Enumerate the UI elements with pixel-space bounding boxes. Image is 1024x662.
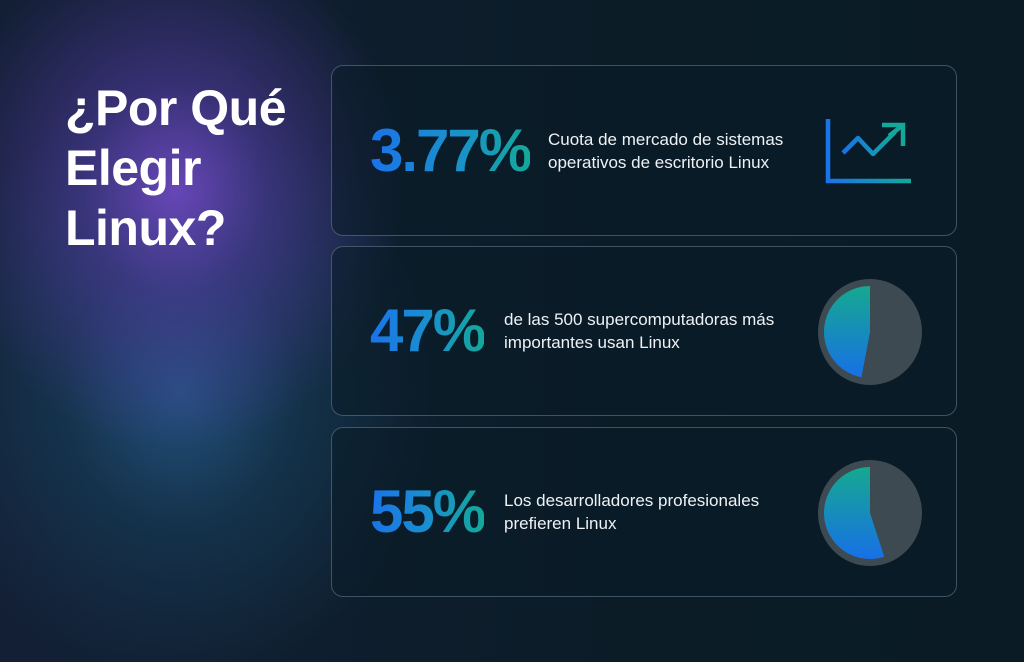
title-line-3: Linux? bbox=[65, 200, 226, 256]
stat-value: 3.77% bbox=[370, 116, 532, 184]
stat-card-developers: 55% Los desarrolladores profesionales pr… bbox=[331, 427, 957, 597]
title-line-1: ¿Por Qué bbox=[65, 80, 287, 136]
stat-description: Los desarrolladores profesionales prefie… bbox=[504, 491, 760, 533]
stat-card-desktop-market-share: 3.77% Cuota de mercado de sistemas opera… bbox=[331, 65, 957, 236]
stat-description: Cuota de mercado de sistemas operativos … bbox=[548, 129, 784, 172]
trending-up-chart-icon bbox=[825, 119, 911, 184]
stat-value: 47% bbox=[370, 297, 486, 364]
pie-chart-icon bbox=[818, 279, 922, 385]
stat-description: de las 500 supercomputadoras más importa… bbox=[504, 310, 775, 352]
stat-card-supercomputers: 47% de las 500 supercomputadoras más imp… bbox=[331, 246, 957, 416]
pie-chart-icon bbox=[818, 460, 922, 566]
title-line-2: Elegir bbox=[65, 140, 201, 196]
stat-value: 55% bbox=[370, 478, 486, 545]
page-title: ¿Por Qué Elegir Linux? bbox=[65, 78, 287, 258]
